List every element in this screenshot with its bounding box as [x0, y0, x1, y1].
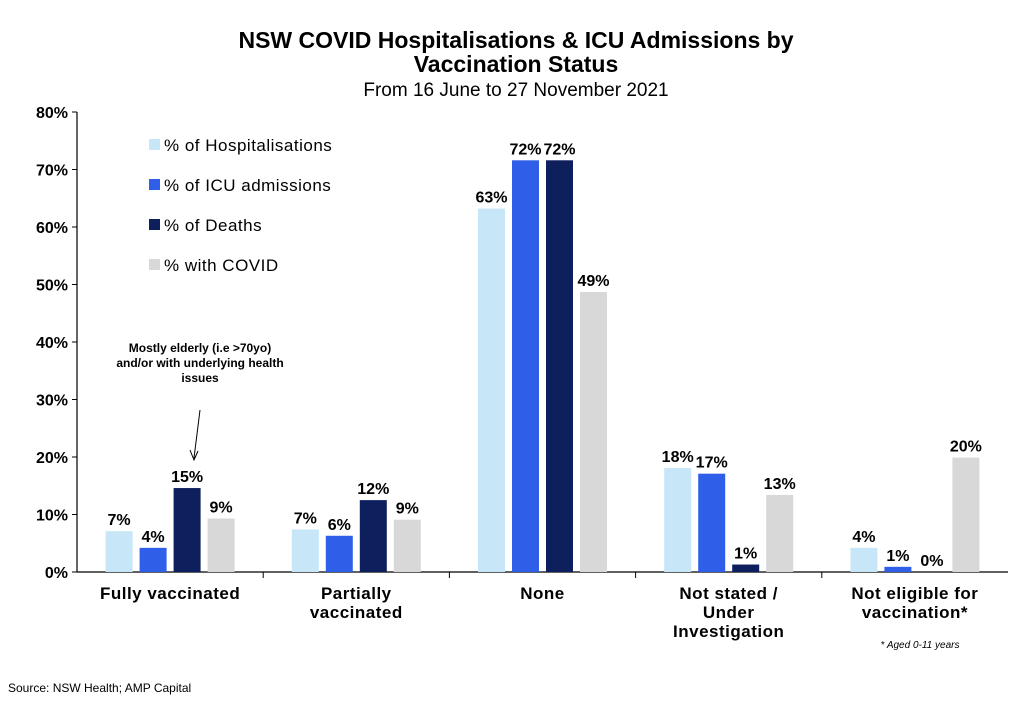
data-label: 49% — [577, 273, 609, 290]
chart-title-line2: Vaccination Status — [414, 51, 619, 77]
legend-swatch — [149, 259, 160, 270]
bar — [664, 467, 692, 572]
data-label: 7% — [294, 510, 317, 527]
y-tick-label: 30% — [36, 393, 68, 410]
bar — [173, 488, 201, 572]
chart-title-line1: NSW COVID Hospitalisations & ICU Admissi… — [238, 27, 793, 53]
x-ticks — [262, 572, 823, 578]
bar — [325, 535, 353, 572]
data-label: 20% — [950, 439, 982, 456]
legend-swatch — [149, 139, 160, 150]
annotation-line3: issues — [181, 371, 219, 385]
y-tick-label: 50% — [36, 278, 68, 295]
data-label: 17% — [696, 455, 728, 472]
y-ticks: 0% 10% 20% 30% 40% 50% 60% 70% 80% — [36, 105, 77, 582]
y-tick-label: 40% — [36, 335, 68, 352]
category-label: None — [520, 584, 565, 603]
legend-label: % with COVID — [164, 256, 279, 275]
data-label: 72% — [509, 141, 541, 158]
bars — [105, 160, 980, 573]
data-label: 1% — [886, 548, 909, 565]
bar — [698, 473, 726, 572]
data-label: 1% — [734, 546, 757, 563]
data-label: 7% — [108, 512, 131, 529]
data-label: 72% — [543, 141, 575, 158]
legend-label: % of Deaths — [164, 216, 262, 235]
category-label: Not eligible for — [851, 584, 978, 603]
category-label: Investigation — [673, 622, 784, 641]
bar — [512, 160, 539, 573]
category-label: vaccination* — [862, 603, 968, 622]
category-label: Not stated / — [679, 584, 778, 603]
data-label: 63% — [475, 190, 507, 207]
data-label: 0% — [920, 553, 943, 570]
bar — [207, 518, 235, 572]
y-tick-label: 20% — [36, 450, 68, 467]
data-label: 4% — [852, 529, 875, 546]
y-tick-label: 70% — [36, 163, 68, 180]
annotation-arrow — [193, 409, 201, 459]
source-text: Source: NSW Health; AMP Capital — [8, 681, 192, 695]
bar — [105, 531, 133, 572]
annotation: Mostly elderly (i.e >70yo) and/or with u… — [116, 341, 284, 462]
bar — [952, 457, 980, 572]
data-label: 18% — [662, 449, 694, 466]
legend-label: % of Hospitalisations — [164, 136, 332, 155]
data-label: 13% — [764, 476, 796, 493]
y-tick-label: 80% — [36, 105, 68, 122]
legend-swatch — [149, 219, 160, 230]
data-label: 6% — [328, 517, 351, 534]
legend-swatch — [149, 179, 160, 190]
annotation-line2: and/or with underlying health — [116, 356, 283, 370]
bar — [393, 519, 421, 572]
data-label: 9% — [210, 500, 233, 517]
bar — [884, 566, 912, 572]
bar — [291, 529, 319, 572]
data-label: 12% — [357, 481, 389, 498]
footnote: * Aged 0-11 years — [881, 640, 960, 651]
legend-label: % of ICU admissions — [164, 176, 331, 195]
data-labels: 7% 4% 15% 9% 7% 6% 12% 9% 63% 72% 72% 49% 18% 17% 1% 13… — [108, 141, 982, 570]
category-label: vaccinated — [310, 603, 403, 622]
bar — [359, 500, 387, 572]
bar — [478, 208, 505, 572]
category-label: Under — [703, 603, 755, 622]
bar — [850, 547, 878, 572]
annotation-line1: Mostly elderly (i.e >70yo) — [129, 341, 271, 355]
bar — [766, 494, 794, 572]
annotation-arrowhead-icon — [189, 449, 199, 462]
data-label: 4% — [142, 529, 165, 546]
bar — [139, 547, 167, 572]
legend: % of Hospitalisations % of ICU admissions… — [149, 136, 332, 275]
y-tick-label: 60% — [36, 220, 68, 237]
category-label: Partially — [321, 584, 392, 603]
bar — [732, 564, 760, 572]
y-tick-label: 0% — [45, 565, 68, 582]
bar — [580, 291, 607, 572]
y-tick-label: 10% — [36, 508, 68, 525]
data-label: 15% — [171, 469, 203, 486]
category-label: Fully vaccinated — [100, 584, 240, 603]
data-label: 9% — [396, 501, 419, 518]
bar — [546, 160, 573, 573]
chart-subtitle: From 16 June to 27 November 2021 — [363, 80, 668, 101]
